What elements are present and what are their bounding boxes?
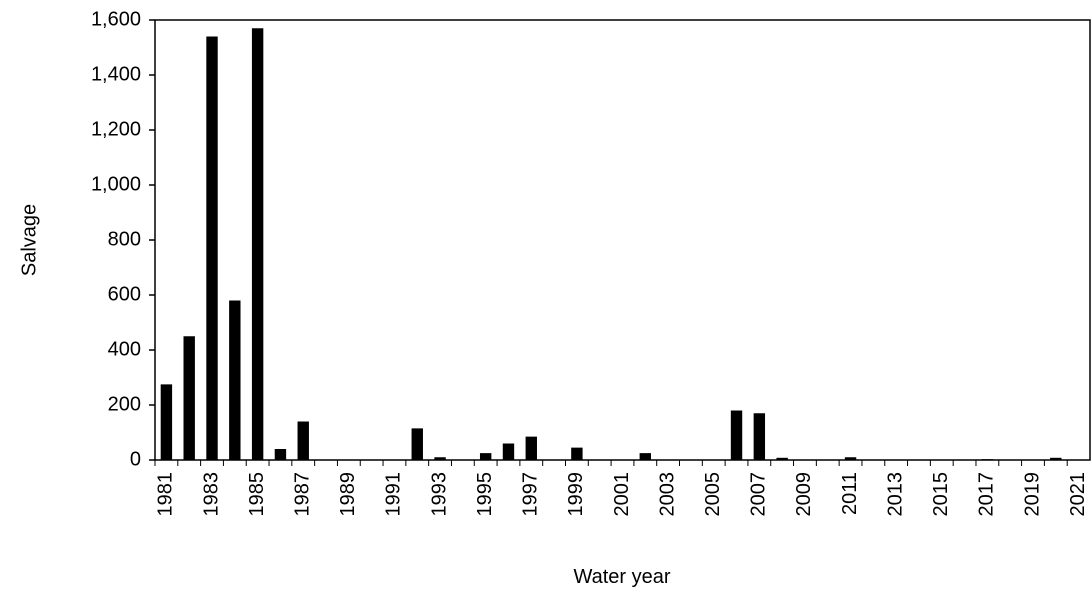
x-tick-label: 1993 (428, 472, 450, 517)
x-axis-label: Water year (573, 566, 670, 588)
x-tick-label: 2019 (1021, 472, 1043, 517)
bar (434, 457, 446, 460)
x-tick-label: 1991 (383, 472, 405, 517)
x-tick-label: 1989 (337, 472, 359, 517)
bar (753, 413, 766, 460)
x-tick-label: 1981 (155, 472, 177, 517)
x-tick-label: 2005 (702, 472, 724, 517)
y-axis-label: Salvage (18, 204, 40, 276)
bar (639, 453, 652, 460)
bar (1050, 457, 1062, 460)
x-tick-label: 1987 (292, 472, 314, 517)
bar (274, 449, 287, 460)
y-tick-label: 1,000 (91, 173, 141, 195)
bar (160, 384, 173, 460)
y-tick-label: 1,600 (91, 8, 141, 30)
bar (183, 336, 195, 460)
bar (571, 447, 583, 460)
x-tick-label: 2001 (611, 472, 633, 517)
x-tick-label: 1983 (200, 472, 222, 517)
bar (525, 436, 537, 460)
y-tick-label: 1,200 (91, 118, 141, 140)
bar (251, 28, 264, 460)
bar (297, 421, 309, 460)
y-tick-label: 200 (108, 393, 141, 415)
y-tick-label: 0 (130, 448, 141, 470)
bar (981, 459, 994, 460)
y-tick-label: 800 (108, 228, 141, 250)
y-tick-label: 600 (108, 283, 141, 305)
bar (502, 443, 515, 460)
x-tick-label: 2009 (793, 472, 815, 517)
x-tick-label: 2007 (748, 472, 770, 517)
x-tick-label: 2017 (976, 472, 998, 517)
x-tick-label: 2013 (884, 472, 906, 517)
x-tick-label: 1999 (565, 472, 587, 517)
bar (479, 453, 492, 460)
x-tick-label: 2015 (930, 472, 952, 517)
plot-frame (154, 19, 1091, 461)
y-tick-label: 400 (108, 338, 141, 360)
bar (411, 428, 423, 460)
x-tick-label: 1985 (246, 472, 268, 517)
bar (776, 457, 788, 460)
x-tick-label: 2021 (1067, 472, 1089, 517)
bar (730, 410, 743, 460)
x-tick-label: 2003 (656, 472, 678, 517)
bar (206, 36, 218, 460)
x-tick-label: 2011 (839, 472, 861, 515)
x-tick-label: 1995 (474, 472, 496, 516)
bar (844, 457, 857, 460)
y-tick-label: 1,400 (91, 63, 141, 85)
x-tick-label: 1997 (520, 472, 542, 517)
bar (229, 300, 241, 460)
